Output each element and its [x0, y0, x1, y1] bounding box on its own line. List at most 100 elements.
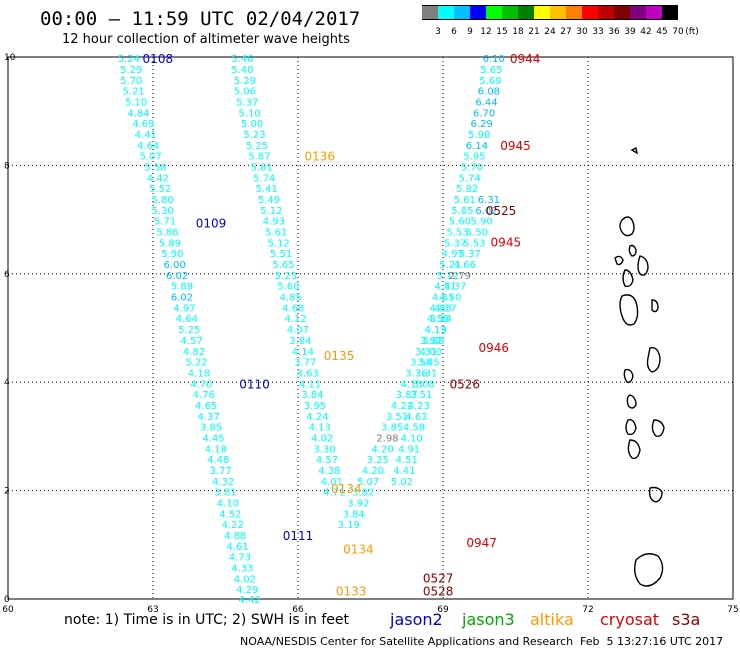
wave-height-value: 4.57 — [181, 336, 203, 347]
wave-height-value: 5.46 — [231, 54, 253, 65]
wave-height-value: 4.66 — [454, 260, 476, 271]
axis-ticks: 60 63 66 69 72 75 0 2 4 6 8 10 — [2, 53, 738, 615]
pass-time-label: 0110 — [239, 377, 270, 391]
legend-label: 15 — [496, 27, 508, 37]
legend-swatch — [614, 5, 630, 20]
wave-height-value: 4.37 — [197, 412, 219, 423]
island-outline — [648, 486, 663, 503]
legend-swatch — [470, 5, 486, 20]
wave-height-value: 4.88 — [224, 531, 246, 542]
legend-swatch — [630, 5, 646, 20]
wave-height-value: 5.02 — [391, 477, 413, 488]
wave-height-value: 4.84 — [127, 108, 149, 119]
pass-time-label: 0944 — [510, 52, 541, 66]
wave-height-value: 3.36 — [405, 368, 427, 379]
wave-height-value: 5.98 — [468, 130, 490, 141]
legend-label: 36 — [608, 27, 620, 37]
wave-height-value: 6.02 — [171, 293, 193, 304]
legend-swatch — [502, 5, 518, 20]
y-tick-label: 8 — [4, 161, 10, 171]
wave-height-value: 4.97 — [442, 249, 464, 260]
legend-swatch — [582, 5, 598, 20]
island-outline — [619, 216, 635, 237]
wave-height-value: 4.10 — [217, 499, 239, 510]
wave-height-value: 4.65 — [195, 401, 217, 412]
wave-height-value: 5.06 — [234, 87, 256, 98]
satellite-name: jason3 — [462, 610, 515, 629]
wave-height-value: 4.93 — [263, 217, 285, 228]
wave-height-value: 4.61 — [226, 542, 248, 553]
y-tick-label: 10 — [4, 53, 16, 63]
wave-height-value: 5.89 — [159, 238, 181, 249]
wave-height-value: 4.63 — [405, 412, 427, 423]
wave-height-value: 6.31 — [478, 195, 500, 206]
wave-height-value: 4.13 — [309, 423, 331, 434]
wave-height-value: 4.07 — [287, 325, 309, 336]
wave-height-value: 5.53 — [446, 228, 468, 239]
wave-height-value: 4.42 — [239, 595, 261, 606]
island-outline — [646, 347, 661, 373]
pass-time-label: 0108 — [143, 52, 174, 66]
wave-height-value: 5.07 — [139, 152, 161, 163]
wave-height-value: 4.21 — [391, 401, 413, 412]
wave-height-value: 5.50 — [466, 228, 488, 239]
map-frame — [7, 56, 734, 600]
wave-height-value: 5.95 — [463, 152, 485, 163]
wave-height-value: 4.85 — [280, 293, 302, 304]
pass-time-label: 0527 — [423, 571, 454, 585]
map-grid — [7, 56, 734, 600]
wave-height-value: 4.38 — [318, 466, 340, 477]
wave-height-value: 4.97 — [173, 303, 195, 314]
pass-time-label: 0135 — [324, 349, 355, 363]
wave-height-value: 5.61 — [265, 228, 287, 239]
legend-label: 9 — [467, 27, 473, 37]
wave-height-value: 4.48 — [207, 455, 229, 466]
wave-height-value: 5.60 — [449, 217, 471, 228]
wave-height-value: 3.88 — [422, 336, 444, 347]
wave-height-value: 4.76 — [193, 390, 215, 401]
footer-timestamp: Feb 5 13:27:16 UTC 2017 — [580, 635, 724, 648]
island-outline — [651, 299, 659, 313]
island-outline — [626, 394, 637, 409]
wave-height-value: 2.98 — [376, 433, 398, 444]
pass-time-labels: 0108 0109 0110 0111 0136 0135 0134 0134 0133 0944… — [143, 52, 541, 598]
wave-height-value: 6.29 — [471, 119, 493, 130]
wave-height-value: 4.29 — [236, 585, 258, 596]
pass-time-label: 0133 — [336, 584, 367, 598]
wave-height-value: 5.70 — [120, 76, 142, 87]
wave-height-value: 5.12 — [260, 206, 282, 217]
wave-height-value: 4.18 — [188, 368, 210, 379]
wave-height-value: 4.68 — [282, 303, 304, 314]
wave-height-value: 5.37 — [236, 97, 258, 108]
wave-height-value: 4.23 — [408, 401, 430, 412]
legend-label: 30 — [576, 27, 588, 37]
x-tick-label: 60 — [2, 605, 14, 615]
wave-height-value: 5.07 — [357, 477, 379, 488]
wave-height-value: 6.02 — [475, 206, 497, 217]
pass-time-label: 0134 — [343, 543, 374, 557]
wave-height-value: 3.92 — [420, 336, 442, 347]
legend-label: 39 — [624, 27, 636, 37]
wave-height-value: 4.57 — [316, 455, 338, 466]
wave-height-value: 5.85 — [451, 206, 473, 217]
wave-height-value: 6.14 — [466, 141, 488, 152]
wave-height-value: 4.19 — [425, 325, 447, 336]
wave-height-value: 3.58 — [410, 358, 432, 369]
y-tick-label: 6 — [4, 270, 10, 280]
wave-height-value: 5.90 — [161, 249, 183, 260]
wave-height-value: 5.23 — [243, 130, 265, 141]
wave-height-value: 3.31 — [415, 347, 437, 358]
wave-height-value: 4.00 — [420, 347, 442, 358]
wave-height-value: 4.12 — [284, 314, 306, 325]
wave-height-value: 4.69 — [132, 119, 154, 130]
pass-time-label: 0136 — [304, 150, 335, 164]
wave-height-value: 5.51 — [270, 249, 292, 260]
wave-height-value: 4.31 — [432, 293, 454, 304]
wave-height-value: 4.64 — [137, 141, 159, 152]
land-outlines — [614, 146, 665, 587]
legend-swatch — [550, 5, 566, 20]
wave-height-value: 5.58 — [144, 162, 166, 173]
legend-swatch — [438, 5, 454, 20]
wave-height-value: 4.41 — [135, 130, 157, 141]
legend-swatch — [566, 5, 582, 20]
